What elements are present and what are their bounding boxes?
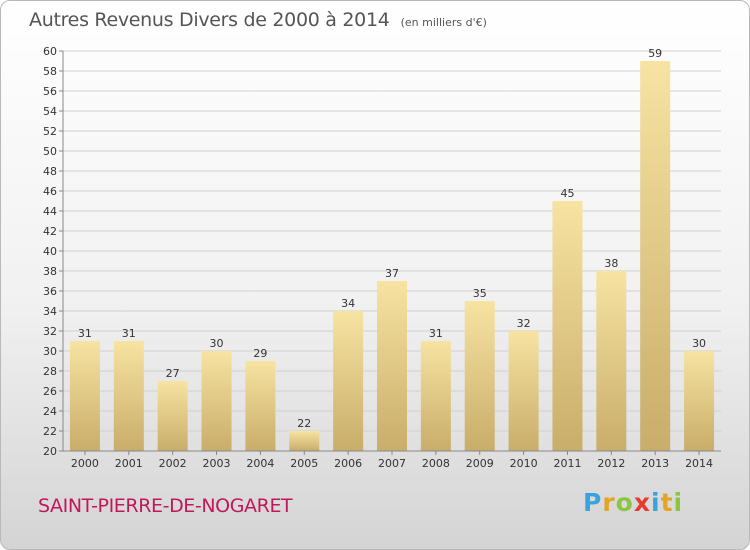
value-label: 22 — [297, 417, 311, 430]
y-tick-label: 32 — [43, 325, 57, 338]
value-label: 29 — [253, 347, 267, 360]
y-tick-label: 56 — [43, 85, 57, 98]
bar — [508, 331, 539, 451]
chart-title: Autres Revenus Divers de 2000 à 2014 — [29, 9, 390, 31]
x-axis-labels: 2000 2001 2002 2003 2004 2005 2006 2007 2008 2009… — [71, 457, 713, 470]
chart-subtitle: (en milliers d'€) — [400, 16, 487, 29]
x-tick-label: 2008 — [422, 457, 450, 470]
y-tick-label: 40 — [43, 245, 57, 258]
value-labels: 31 31 27 30 29 22 34 37 31 35 32 45 38 59 30 — [78, 47, 706, 430]
bar — [289, 431, 320, 451]
bar — [552, 201, 583, 451]
bar — [640, 61, 671, 451]
y-tick-label: 44 — [43, 205, 57, 218]
y-tick-label: 20 — [43, 445, 57, 458]
value-label: 38 — [604, 257, 618, 270]
value-label: 59 — [648, 47, 662, 60]
y-tick-label: 26 — [43, 385, 57, 398]
x-tick-label: 2009 — [466, 457, 494, 470]
value-label: 37 — [385, 267, 399, 280]
y-tick-label: 34 — [43, 305, 57, 318]
x-tick-label: 2006 — [334, 457, 362, 470]
value-label: 31 — [122, 327, 136, 340]
y-tick-label: 60 — [43, 45, 57, 58]
x-tick-label: 2001 — [115, 457, 143, 470]
bar — [113, 341, 144, 451]
bar — [245, 361, 276, 451]
y-tick-label: 48 — [43, 165, 57, 178]
bars — [69, 61, 715, 451]
bar — [333, 311, 364, 451]
x-tick-label: 2013 — [641, 457, 669, 470]
chart-title-block: Autres Revenus Divers de 2000 à 2014 (en… — [29, 9, 487, 31]
y-tick-label: 24 — [43, 405, 57, 418]
value-label: 34 — [341, 297, 355, 310]
value-label: 31 — [429, 327, 443, 340]
y-tick-label: 42 — [43, 225, 57, 238]
x-tick-label: 2005 — [290, 457, 318, 470]
bar — [377, 281, 407, 451]
x-tick-label: 2011 — [553, 457, 581, 470]
x-tick-label: 2004 — [246, 457, 274, 470]
value-label: 35 — [473, 287, 487, 300]
y-tick-label: 46 — [43, 185, 57, 198]
axes — [62, 51, 721, 455]
y-tick-label: 58 — [43, 65, 57, 78]
x-tick-label: 2000 — [71, 457, 99, 470]
value-label: 31 — [78, 327, 92, 340]
bar — [157, 381, 188, 451]
bar — [201, 351, 232, 451]
proxiti-logo: Proxiti — [583, 488, 684, 517]
bar — [684, 351, 715, 451]
value-label: 45 — [560, 187, 574, 200]
bar — [420, 341, 451, 451]
value-label: 30 — [692, 337, 706, 350]
bar — [464, 301, 495, 451]
place-name: SAINT-PIERRE-DE-NOGARET — [38, 495, 293, 517]
x-tick-label: 2010 — [510, 457, 538, 470]
y-axis-labels: 20 22 24 26 28 30 32 34 36 38 40 42 44 46 48 50 52 54 56 58… — [43, 45, 57, 458]
value-label: 32 — [517, 317, 531, 330]
y-tick-label: 22 — [43, 425, 57, 438]
y-tick-label: 38 — [43, 265, 57, 278]
value-label: 27 — [166, 367, 180, 380]
bar — [596, 271, 627, 451]
y-tick-label: 52 — [43, 125, 57, 138]
y-tick-label: 54 — [43, 105, 57, 118]
x-tick-label: 2002 — [159, 457, 187, 470]
value-label: 30 — [210, 337, 224, 350]
y-tick-label: 36 — [43, 285, 57, 298]
x-tick-label: 2003 — [203, 457, 231, 470]
x-tick-label: 2007 — [378, 457, 406, 470]
x-tick-label: 2014 — [685, 457, 713, 470]
y-tick-label: 50 — [43, 145, 57, 158]
bar — [69, 341, 100, 451]
y-tick-label: 30 — [43, 345, 57, 358]
x-tick-label: 2012 — [597, 457, 625, 470]
y-tick-label: 28 — [43, 365, 57, 378]
